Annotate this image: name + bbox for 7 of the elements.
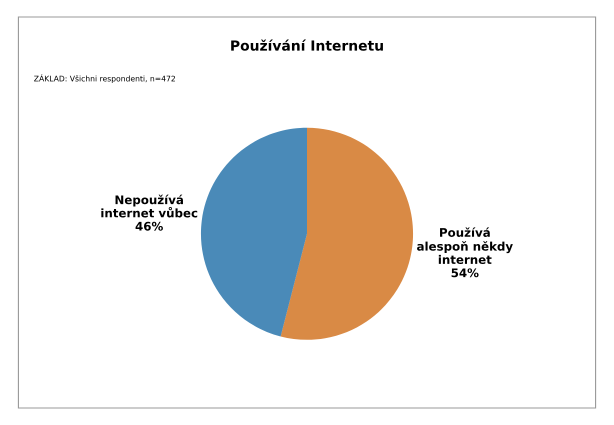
data-label: 46% xyxy=(136,222,163,231)
slice-label: Nepoužívá internet vůbec xyxy=(101,194,198,218)
slice-label: Používá alespoň někdy internet xyxy=(417,227,513,264)
chart-title: Používání Internetu xyxy=(231,39,383,51)
pie-slice xyxy=(280,128,414,340)
pie-slice xyxy=(200,128,307,336)
data-label: 54% xyxy=(452,268,479,278)
